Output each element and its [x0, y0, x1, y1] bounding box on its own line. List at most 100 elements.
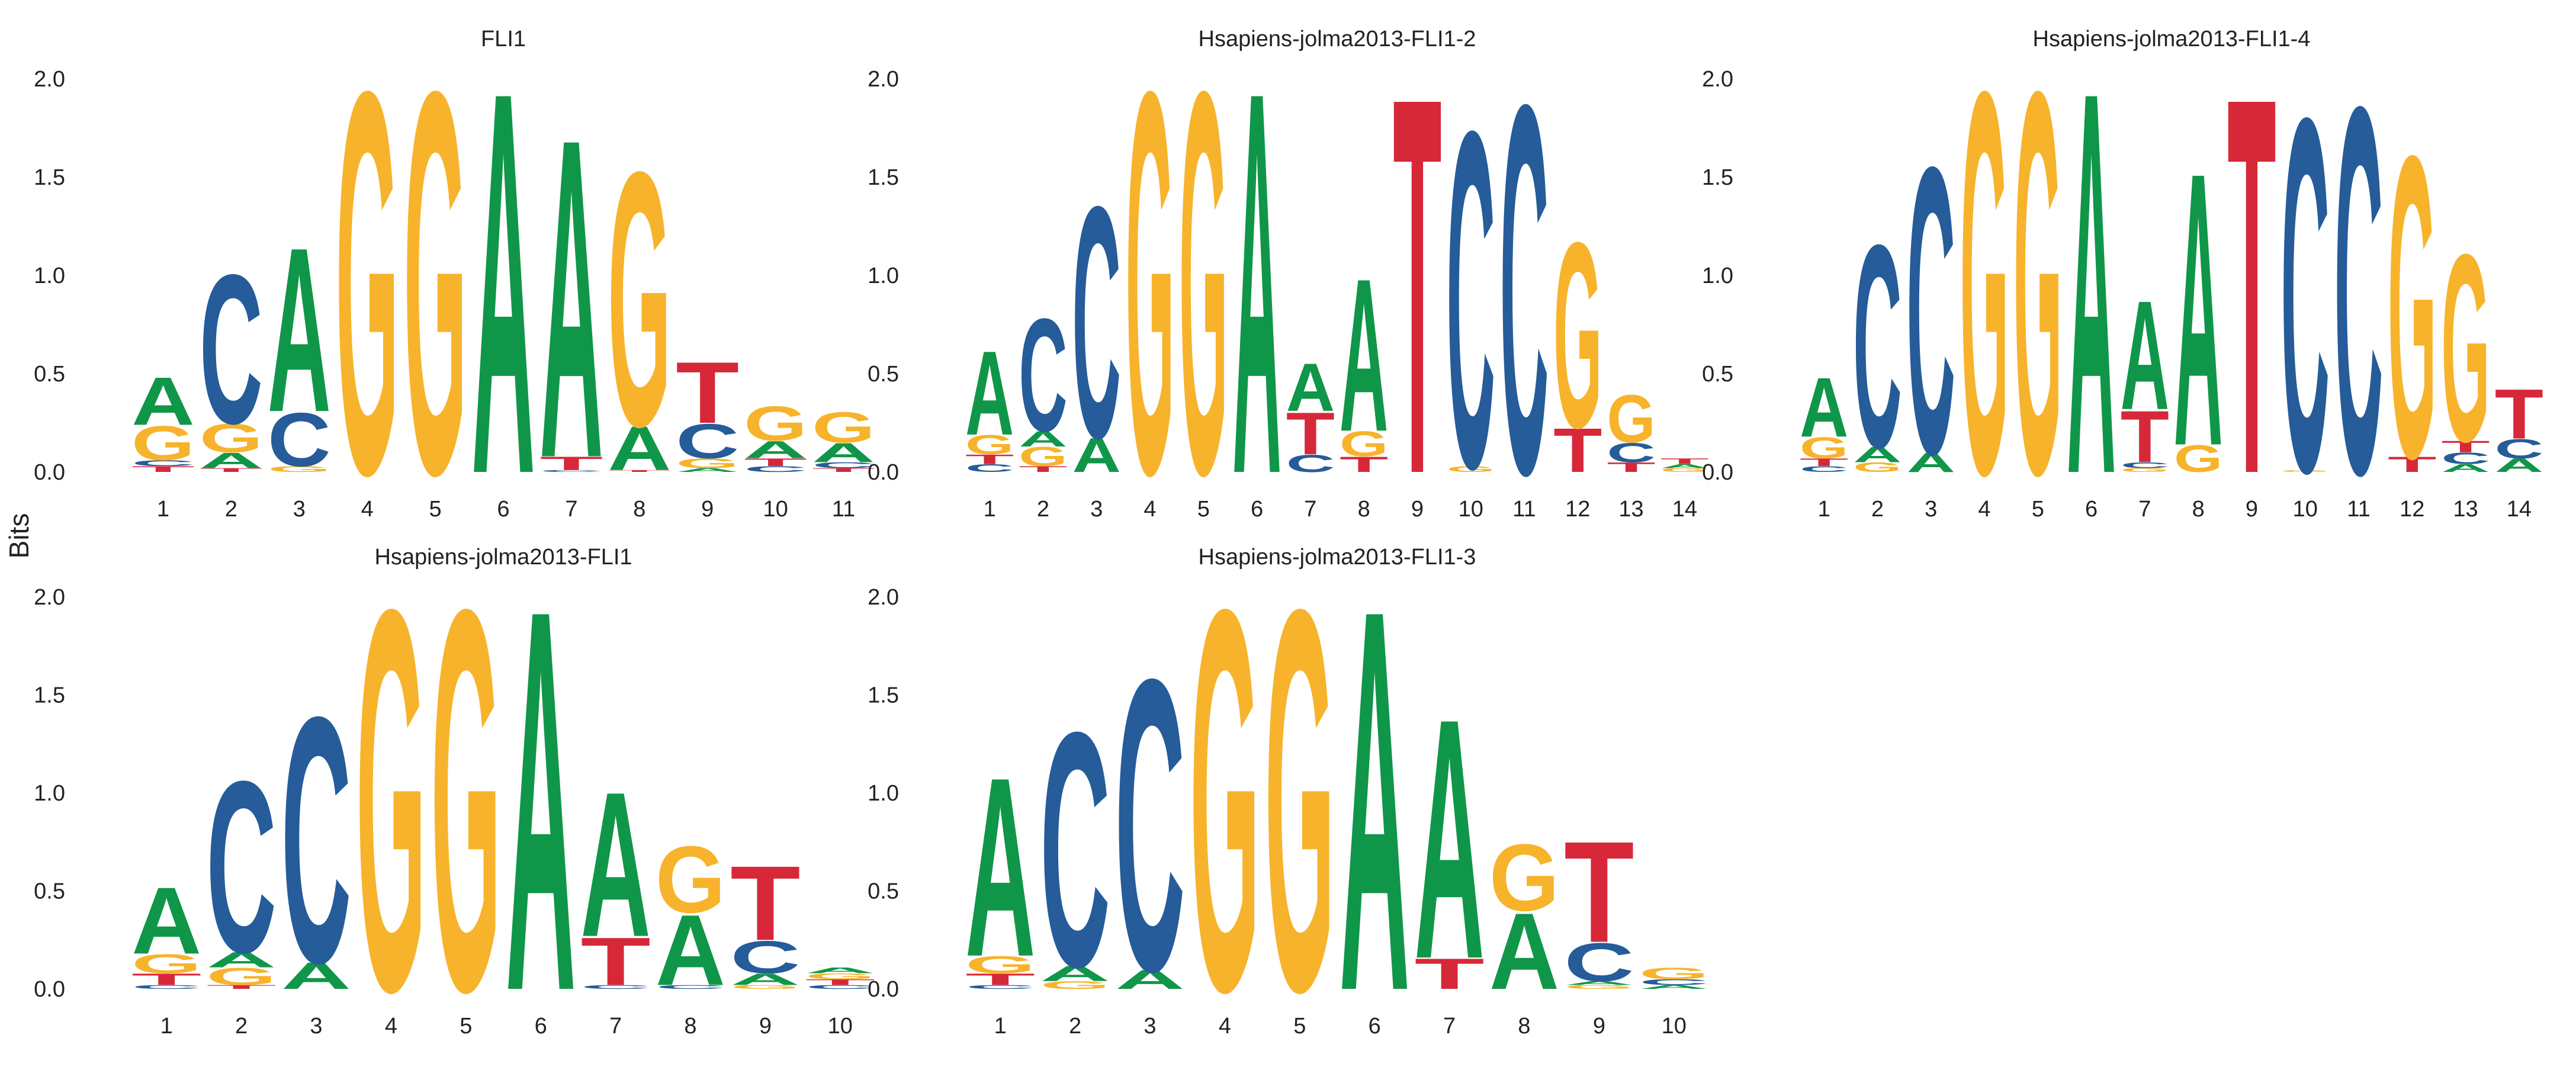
y-tick-label: 0.0: [34, 977, 65, 1002]
logo-letter-A: A: [744, 436, 807, 464]
logo-letter-T: T: [200, 467, 263, 473]
x-tick-label: 8: [1358, 497, 1370, 522]
x-tick-label: 12: [2400, 497, 2424, 522]
logo-letter-A: A: [506, 496, 576, 1083]
logo-letter-A: A: [1489, 890, 1559, 1012]
logo-letter-G: G: [1447, 465, 1495, 474]
logo-letter-A: A: [608, 413, 671, 484]
logo-letter-G: G: [2174, 438, 2222, 480]
logo-letter-A: A: [1115, 964, 1185, 995]
y-tick-label: 1.5: [34, 683, 65, 708]
logo-letter-T: T: [965, 452, 1014, 467]
x-tick-label: 10: [1662, 1014, 1687, 1039]
logo-letter-C: C: [1607, 438, 1655, 468]
logo-letter-C: C: [2334, 0, 2383, 583]
logo-letter-A: A: [472, 0, 535, 587]
logo-letter-G: G: [1660, 467, 1709, 473]
logo-letter-C: C: [2495, 433, 2543, 464]
logo-letter-A: A: [206, 947, 276, 972]
logo-letter-A: A: [1660, 463, 1709, 469]
logo-letter-A: A: [1907, 448, 1955, 478]
logo-letter-T: T: [1660, 457, 1709, 465]
logo-letter-C: C: [812, 461, 875, 470]
logo-letter-G: G: [805, 972, 875, 981]
x-tick-label: 9: [759, 1014, 772, 1039]
x-tick-label: 9: [1593, 1014, 1605, 1039]
x-tick-label: 10: [1459, 497, 1483, 522]
logo-letter-T: T: [805, 978, 875, 986]
logo-letter-G: G: [1265, 496, 1335, 1083]
x-tick-label: 14: [2507, 497, 2532, 522]
logo-letter-A: A: [539, 43, 603, 553]
x-tick-label: 6: [497, 497, 509, 522]
x-tick-label: 14: [1672, 497, 1697, 522]
logo-letter-G: G: [206, 963, 276, 990]
logo-letter-G: G: [131, 416, 195, 471]
logo-letter-G: G: [676, 456, 739, 471]
x-tick-label: 7: [2138, 497, 2151, 522]
logo-letter-C: C: [1853, 185, 1902, 508]
x-tick-label: 10: [763, 497, 788, 522]
logo-letter-A: A: [2121, 268, 2169, 442]
x-tick-label: 2: [1069, 1014, 1081, 1039]
x-tick-label: 6: [1251, 497, 1263, 522]
logo-letter-C: C: [676, 414, 739, 469]
x-tick-label: 2: [1037, 497, 1049, 522]
logo-letter-T: T: [1800, 457, 1848, 469]
logo-letter-A: A: [1286, 349, 1335, 426]
x-tick-label: 10: [2293, 497, 2318, 522]
logo-letter-G: G: [1340, 425, 1388, 464]
x-tick-label: 8: [633, 497, 645, 522]
logo-letter-A: A: [580, 748, 650, 979]
logo-letter-G: G: [965, 430, 1014, 460]
x-tick-label: 1: [994, 1014, 1007, 1039]
y-tick-label: 2.0: [1702, 67, 1733, 92]
logo-letter-A: A: [1564, 980, 1634, 986]
logo-letter-C: C: [730, 932, 800, 984]
x-tick-label: 8: [684, 1014, 696, 1039]
panel-title: Hsapiens-jolma2013-FLI1-4: [2033, 27, 2311, 52]
logo-letter-G: G: [336, 0, 399, 588]
logo-letter-C: C: [1907, 82, 1955, 540]
logo-letter-G: G: [812, 403, 875, 452]
logo-letter-A: A: [200, 448, 263, 473]
x-tick-label: 7: [609, 1014, 622, 1039]
logo-letter-A: A: [1019, 426, 1067, 451]
x-tick-label: 1: [160, 1014, 173, 1039]
x-tick-label: 5: [429, 497, 442, 522]
x-tick-label: 3: [1925, 497, 1937, 522]
logo-letter-A: A: [812, 438, 875, 468]
logo-letter-G: G: [1853, 460, 1902, 475]
x-tick-label: 2: [1871, 497, 1884, 522]
y-tick-label: 0.5: [34, 879, 65, 904]
x-tick-label: 6: [2085, 497, 2098, 522]
x-tick-label: 9: [701, 497, 714, 522]
logo-letter-T: T: [131, 970, 201, 989]
logo-letter-A: A: [965, 725, 1035, 1011]
y-tick-label: 0.5: [868, 362, 899, 387]
x-tick-label: 5: [460, 1014, 472, 1039]
x-tick-label: 12: [1565, 497, 1590, 522]
logo-letter-A: A: [676, 467, 739, 473]
logo-letter-C: C: [1800, 465, 1848, 474]
logo-letter-A: A: [1853, 442, 1902, 467]
logo-letter-G: G: [1607, 381, 1655, 457]
logo-letter-T: T: [2441, 438, 2490, 456]
y-tick-label: 2.0: [34, 585, 65, 610]
y-tick-label: 0.0: [34, 460, 65, 485]
logo-letter-G: G: [431, 496, 501, 1083]
logo-letter-A: A: [1072, 428, 1121, 483]
x-tick-label: 9: [1411, 497, 1424, 522]
panel-title: Hsapiens-jolma2013-FLI1: [374, 545, 632, 570]
logo-letter-T: T: [2121, 396, 2169, 478]
logo-letter-T: T: [676, 344, 739, 442]
logo-letter-G: G: [1179, 0, 1228, 589]
logo-letter-A: A: [1800, 361, 1848, 455]
logo-letter-T: T: [965, 970, 1035, 989]
x-tick-label: 4: [385, 1014, 397, 1039]
x-tick-label: 1: [157, 497, 169, 522]
logo-panel: Hsapiens-jolma2013-FLI1-3 0.0 0.5 1.0 1.5 2.0…: [868, 496, 1709, 1083]
x-tick-label: 10: [828, 1014, 853, 1039]
x-tick-label: 3: [1090, 497, 1103, 522]
x-tick-label: 1: [984, 497, 996, 522]
